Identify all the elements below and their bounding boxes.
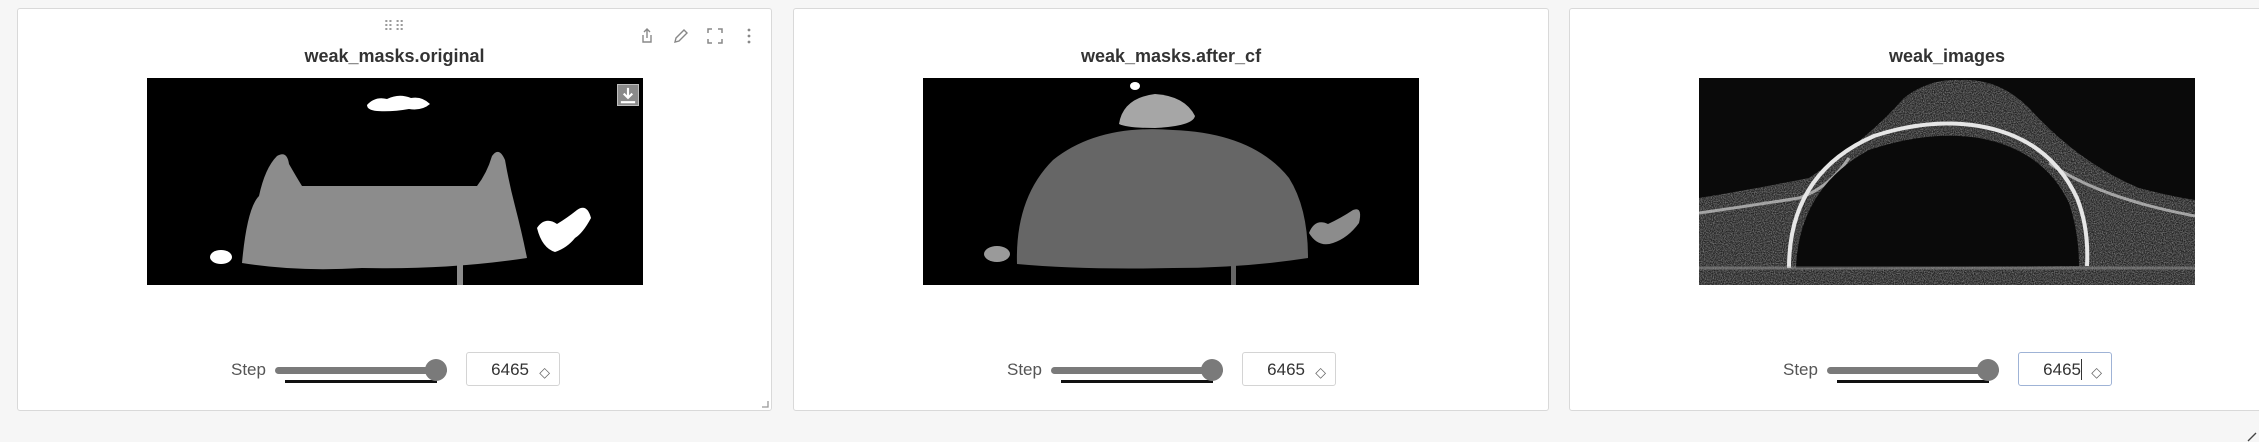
oct-image[interactable] (1699, 78, 2195, 285)
download-icon[interactable] (617, 84, 639, 106)
fullscreen-icon[interactable] (705, 26, 725, 46)
slider-rail (1837, 380, 1989, 383)
resize-handle-icon[interactable] (759, 398, 769, 408)
slider-track[interactable] (275, 367, 447, 374)
step-input[interactable]: 6465 ◇ (466, 352, 560, 386)
spinner-icon[interactable]: ◇ (1315, 365, 1326, 379)
panel-toolbar (637, 26, 759, 46)
step-slider[interactable] (275, 358, 447, 382)
slider-track[interactable] (1051, 367, 1223, 374)
drag-handle-icon[interactable]: ⠿⠿ (383, 22, 406, 30)
slider-thumb[interactable] (1201, 359, 1223, 381)
panel-title: weak_masks.after_cf (794, 46, 1548, 67)
mask-image-original[interactable] (147, 78, 643, 285)
step-label: Step (231, 360, 266, 380)
media-panel-images: weak_images Step (1569, 8, 2259, 411)
mask-image-after-cf[interactable] (923, 78, 1419, 285)
step-control: Step 6465 ◇ (1570, 352, 2259, 388)
step-control: Step 6465 ◇ (18, 352, 771, 388)
more-options-icon[interactable] (739, 26, 759, 46)
spinner-icon[interactable]: ◇ (2091, 365, 2102, 379)
step-label: Step (1783, 360, 1818, 380)
slider-rail (1061, 380, 1213, 383)
slider-track[interactable] (1827, 367, 1999, 374)
media-panel-after-cf: weak_masks.after_cf Step 6465 ◇ (793, 8, 1549, 411)
corner-indicator-icon (2245, 432, 2259, 442)
panel-title: weak_images (1570, 46, 2259, 67)
step-control: Step 6465 ◇ (794, 352, 1548, 388)
step-input[interactable]: 6465 ◇ (2018, 352, 2112, 386)
share-icon[interactable] (637, 26, 657, 46)
step-slider[interactable] (1827, 358, 1999, 382)
step-value: 6465 (2043, 360, 2081, 380)
slider-thumb[interactable] (1977, 359, 1999, 381)
panel-title: weak_masks.original (18, 46, 771, 67)
media-panel-original: ⠿⠿ weak_masks.original Step (17, 8, 772, 411)
spinner-icon[interactable]: ◇ (539, 365, 550, 379)
step-input[interactable]: 6465 ◇ (1242, 352, 1336, 386)
slider-rail (285, 380, 437, 383)
step-label: Step (1007, 360, 1042, 380)
edit-icon[interactable] (671, 26, 691, 46)
step-slider[interactable] (1051, 358, 1223, 382)
step-value: 6465 (1267, 360, 1305, 380)
step-value: 6465 (491, 360, 529, 380)
text-caret (2081, 359, 2082, 380)
slider-thumb[interactable] (425, 359, 447, 381)
